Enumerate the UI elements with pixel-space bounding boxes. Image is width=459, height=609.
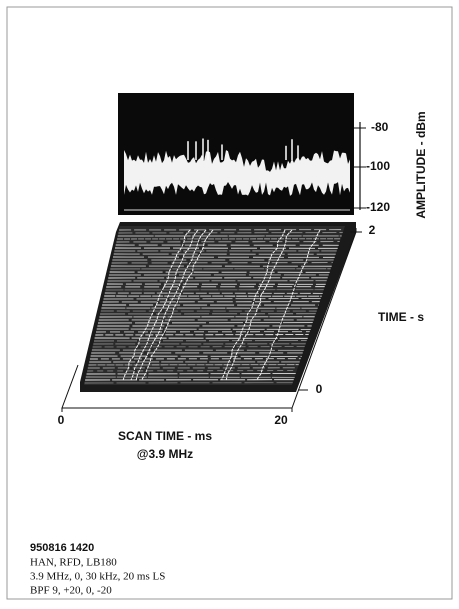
- scan-tick-label: 20: [274, 413, 288, 427]
- scan-tick-label: 0: [58, 413, 65, 427]
- time-tick-label: 2: [369, 223, 376, 237]
- amplitude-tick-label: -80: [371, 120, 389, 134]
- time-axis-label: TIME - s: [378, 310, 424, 324]
- scan-axis-sublabel: @3.9 MHz: [137, 447, 193, 461]
- scan-axis-label: SCAN TIME - ms: [118, 429, 212, 443]
- amplitude-axis-label: AMPLITUDE - dBm: [414, 111, 428, 218]
- amplitude-panel: [118, 93, 354, 215]
- amplitude-tick-label: -100: [366, 159, 390, 173]
- caption-line: HAN, RFD, LB180: [30, 557, 117, 569]
- time-tick-label: 0: [316, 382, 323, 396]
- caption-line: 3.9 MHz, 0, 30 kHz, 20 ms LS: [30, 571, 165, 583]
- amplitude-tick-label: -120: [366, 200, 390, 214]
- caption-id: 950816 1420: [30, 542, 94, 554]
- caption-line: BPF 9, +20, 0, -20: [30, 585, 112, 597]
